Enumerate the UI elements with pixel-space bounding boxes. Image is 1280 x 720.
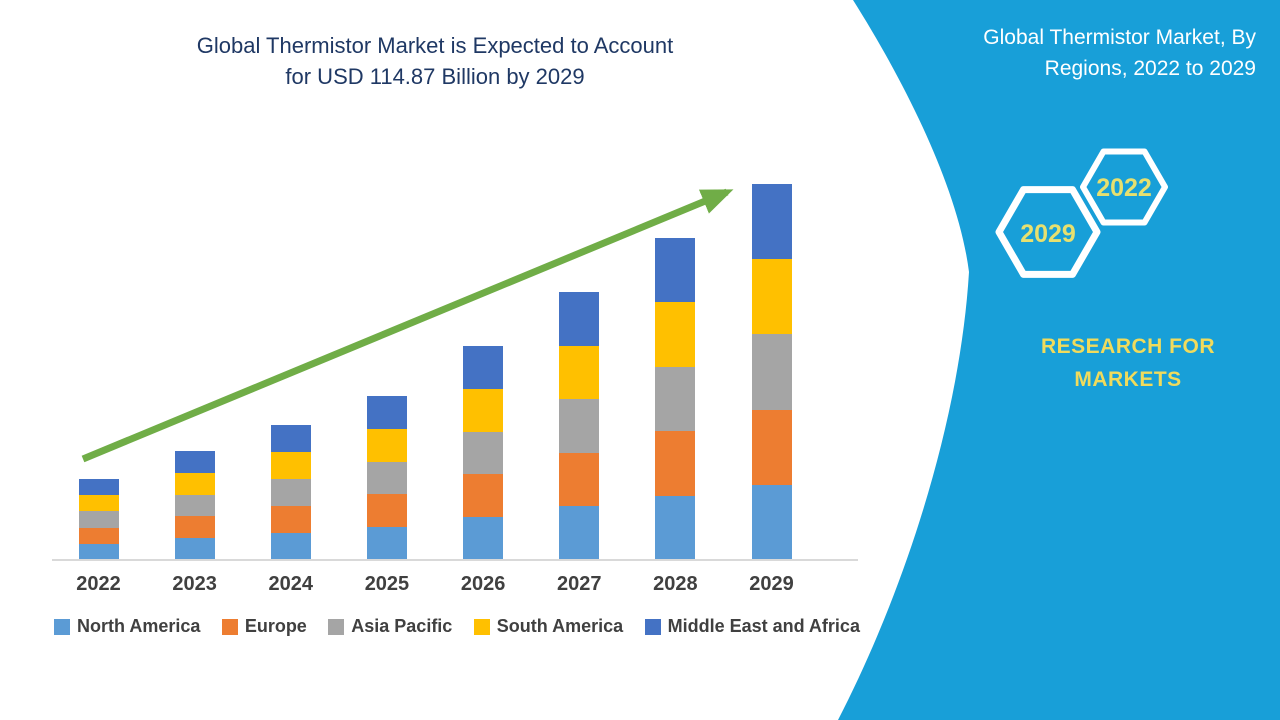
bar-2028-segment-middle-east-and-africa	[655, 238, 696, 303]
bar-2027	[559, 291, 600, 560]
bar-2028-segment-europe	[655, 431, 696, 496]
bar-2022-segment-europe	[78, 527, 119, 544]
bar-2025	[366, 396, 407, 560]
bar-2028-segment-south-america	[655, 302, 696, 367]
bar-2023-segment-asia-pacific	[174, 494, 215, 517]
legend-label: Asia Pacific	[351, 616, 453, 636]
hexagon-2029	[995, 186, 1101, 278]
bar-2026-segment-europe	[463, 474, 504, 518]
x-axis-label-2024: 2024	[268, 573, 314, 595]
bar-2027-segment-north-america	[559, 506, 600, 560]
bar-2024	[270, 424, 311, 560]
x-axis-label-2028: 2028	[653, 573, 698, 595]
bar-2025-segment-middle-east-and-africa	[366, 396, 407, 429]
bar-2028-segment-asia-pacific	[655, 366, 696, 432]
legend-label: Middle East and Africa	[667, 616, 860, 636]
bar-2026-segment-middle-east-and-africa	[463, 345, 504, 389]
bar-2026-segment-south-america	[463, 388, 504, 432]
x-axis-line	[52, 559, 858, 561]
hexagon-2029-label: 2029	[1020, 220, 1076, 248]
chart-title-line1: Global Thermistor Market is Expected to …	[196, 33, 674, 58]
stacked-bar-chart: 2022 2023 2024 2025 2026 2027 2028 2029	[76, 184, 794, 595]
bar-2029-segment-europe	[751, 409, 792, 485]
legend-item-south-america: South America	[473, 616, 624, 637]
brand-text: RESEARCH FOR MARKETS	[1002, 330, 1254, 396]
side-panel-title: Global Thermistor Market, By Regions, 20…	[856, 22, 1256, 84]
bar-2023-segment-middle-east-and-africa	[174, 451, 215, 473]
bar-2028-segment-north-america	[655, 495, 696, 560]
bar-2027-segment-middle-east-and-africa	[559, 291, 600, 346]
chart-legend: North America Europe Asia Pacific South Ame…	[54, 616, 860, 637]
bar-2027-segment-europe	[559, 452, 600, 507]
bar-2023-segment-europe	[174, 516, 215, 539]
bar-2022-segment-north-america	[78, 543, 119, 560]
chart-title: Global Thermistor Market is Expected to …	[115, 30, 755, 92]
legend-item-middle-east-and-africa: Middle East and Africa	[644, 616, 860, 637]
side-panel-title-line2: Regions, 2022 to 2029	[1044, 57, 1256, 80]
brand-text-line2: MARKETS	[1074, 368, 1182, 391]
bar-2029-segment-asia-pacific	[751, 334, 792, 410]
bar-2023-segment-south-america	[174, 472, 215, 495]
legend-item-asia-pacific: Asia Pacific	[328, 616, 452, 637]
bar-2025-segment-europe	[366, 494, 407, 528]
bar-2027-segment-asia-pacific	[559, 399, 600, 453]
bar-2029-segment-north-america	[751, 484, 792, 560]
bar-2022-segment-south-america	[78, 495, 119, 512]
legend-label: Europe	[244, 616, 307, 636]
x-axis-label-2023: 2023	[172, 573, 217, 595]
legend-swatch-icon	[328, 618, 345, 635]
bar-2023-segment-north-america	[174, 538, 215, 560]
bar-2028	[655, 238, 696, 560]
legend-item-europe: Europe	[221, 616, 307, 637]
legend-swatch-icon	[54, 618, 70, 635]
bar-2025-segment-asia-pacific	[366, 461, 407, 495]
bar-2024-segment-europe	[270, 505, 311, 533]
legend-swatch-icon	[473, 618, 490, 635]
bar-2029-segment-south-america	[751, 259, 792, 335]
legend-label: South America	[496, 616, 624, 636]
bar-2025-segment-north-america	[366, 527, 407, 560]
bar-2022-segment-asia-pacific	[78, 511, 119, 528]
x-axis-label-2025: 2025	[364, 573, 410, 595]
bar-2025-segment-south-america	[366, 428, 407, 462]
bar-2026-segment-north-america	[463, 517, 504, 560]
side-panel-title-line1: Global Thermistor Market, By	[983, 26, 1256, 49]
bar-2024-segment-north-america	[270, 532, 311, 560]
hexagon-2022-label: 2022	[1096, 174, 1152, 202]
bar-2026-segment-asia-pacific	[463, 431, 504, 475]
bar-2029-segment-middle-east-and-africa	[751, 184, 792, 260]
legend-label: North America	[77, 616, 201, 636]
hexagon-2022	[1080, 148, 1168, 226]
x-axis-label-2022: 2022	[76, 573, 121, 595]
x-axis-label-2027: 2027	[557, 573, 602, 595]
brand-text-line1: RESEARCH FOR	[1040, 335, 1215, 358]
bar-2024-segment-middle-east-and-africa	[270, 424, 311, 452]
legend-item-north-america: North America	[54, 616, 200, 637]
bar-2022-segment-middle-east-and-africa	[78, 478, 119, 496]
bar-2029	[751, 184, 792, 560]
x-axis-label-2029: 2029	[749, 573, 794, 595]
chart-title-line2: for USD 114.87 Billion by 2029	[285, 64, 585, 89]
legend-swatch-icon	[221, 618, 238, 635]
bar-2027-segment-south-america	[559, 345, 600, 400]
bar-2026	[463, 345, 504, 560]
bar-2022	[78, 478, 119, 560]
bar-2023	[174, 451, 215, 560]
x-axis-label-2026: 2026	[460, 573, 506, 595]
legend-swatch-icon	[644, 618, 661, 635]
bar-2024-segment-asia-pacific	[270, 478, 311, 506]
bar-2024-segment-south-america	[270, 451, 311, 479]
